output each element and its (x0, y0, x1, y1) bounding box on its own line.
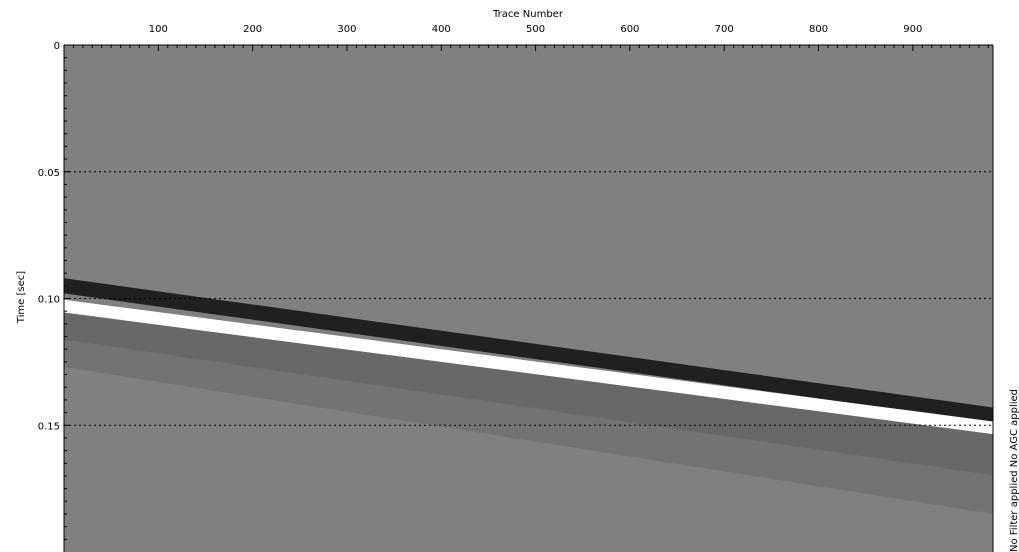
x-tick-label: 900 (903, 24, 922, 35)
plot-area (63, 44, 994, 552)
y-tick-labels: 0 0.05 0.10 0.15 (38, 41, 60, 432)
x-tick-label: 500 (526, 24, 545, 35)
y-tick-label: 0.15 (38, 421, 60, 432)
trough-band (64, 278, 993, 423)
x-tick-label: 100 (149, 24, 168, 35)
x-tick-label: 800 (809, 24, 828, 35)
x-tick-label: 200 (243, 24, 262, 35)
x-tick-label: 700 (715, 24, 734, 35)
x-axis-label: Trace Number (492, 9, 564, 20)
y-tick-label: 0 (54, 41, 60, 52)
peak-band (64, 299, 993, 435)
processing-annotation: No Filter applied No AGC applied (1009, 389, 1019, 552)
coda-dark-band (64, 311, 993, 476)
seismic-event (64, 278, 993, 514)
plot-frame (63, 44, 994, 552)
x-tick-label: 400 (432, 24, 451, 35)
x-tick-labels: 100 200 300 400 500 600 700 800 900 (149, 24, 923, 35)
y-tick-label: 0.05 (38, 168, 60, 179)
y-tick-label: 0.10 (38, 295, 60, 306)
y-axis-label: Time [sec] (16, 271, 27, 324)
x-tick-label: 300 (337, 24, 356, 35)
x-tick-label: 600 (620, 24, 639, 35)
